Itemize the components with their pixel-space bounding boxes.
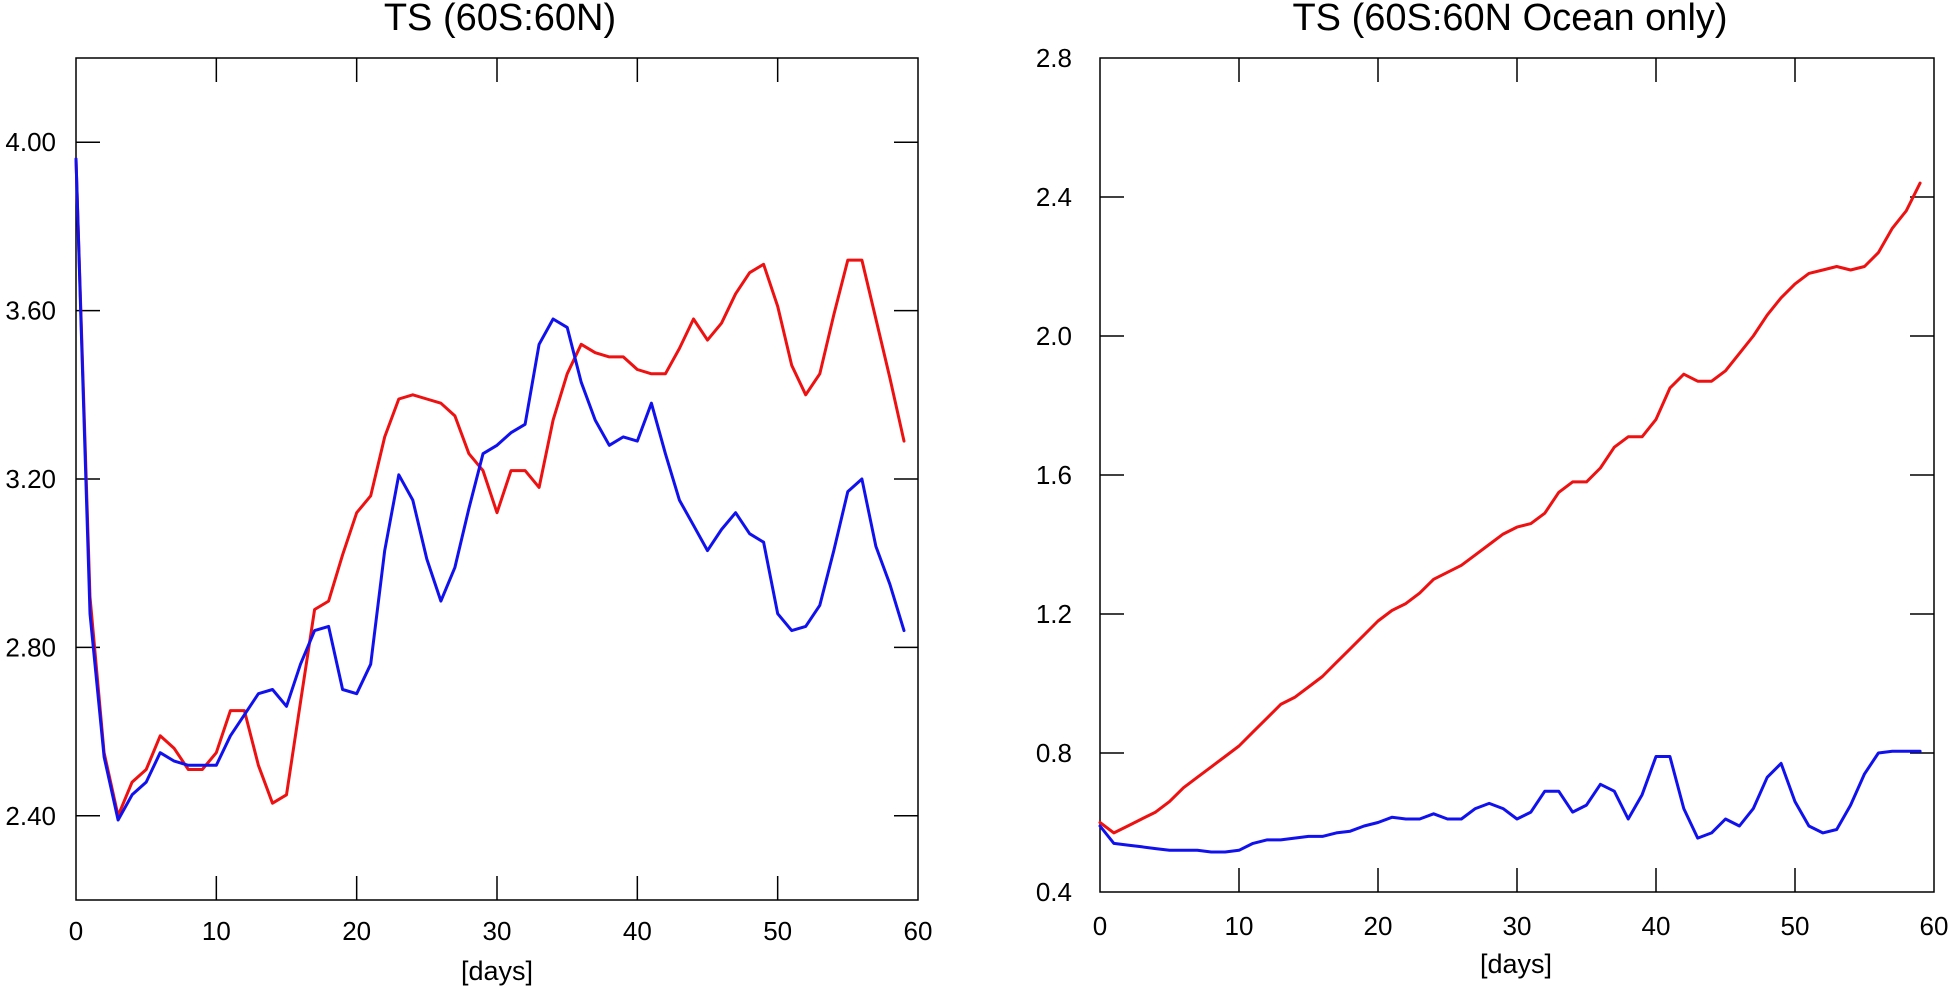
y-tick-label: 1.6: [1036, 460, 1072, 490]
x-tick-label: 50: [1781, 911, 1810, 941]
y-tick-label: 2.4: [1036, 182, 1072, 212]
y-tick-label: 3.60: [5, 296, 56, 326]
y-tick-label: 2.8: [1036, 43, 1072, 73]
chart-panel-left: TS (60S:60N) 0 10 20 30 40 50 60 2.40 2.80 3.20 3.…: [5, 0, 932, 986]
x-tick-label: 0: [1093, 911, 1107, 941]
x-axis-label: [days]: [461, 956, 533, 986]
y-tick-label: 4.00: [5, 127, 56, 157]
x-tick-label: 40: [623, 916, 652, 946]
y-tick-label: 2.80: [5, 632, 56, 662]
x-tick-label: 40: [1642, 911, 1671, 941]
y-tick-label: 0.4: [1036, 877, 1072, 907]
y-tick-label: 1.2: [1036, 599, 1072, 629]
plot-marks: 0 10 20 30 40 50 60 0.4 0.8 1.2 1.6 2.0 2.4 2.8: [1036, 43, 1948, 941]
series-line-red: [74, 157, 906, 818]
x-tick-label: 50: [763, 916, 792, 946]
chart-panel-right: TS (60S:60N Ocean only) 0 10 20 30 40 50 60 0.4…: [1036, 0, 1948, 979]
plot-marks: 0 10 20 30 40 50 60 2.40 2.80 3.20 3.60 4.00: [5, 58, 932, 946]
x-axis-label: [days]: [1480, 949, 1552, 979]
x-tick-label: 20: [342, 916, 371, 946]
x-tick-label: 20: [1364, 911, 1393, 941]
y-tick-label: 0.8: [1036, 738, 1072, 768]
series-line-red: [1098, 181, 1922, 835]
x-tick-label: 30: [1503, 911, 1532, 941]
y-tick-label: 3.20: [5, 464, 56, 494]
chart-title: TS (60S:60N Ocean only): [1292, 0, 1727, 39]
y-tick-label: 2.0: [1036, 321, 1072, 351]
x-tick-label: 60: [1920, 911, 1948, 941]
series-line-blue: [74, 157, 906, 822]
chart-title: TS (60S:60N): [384, 0, 616, 39]
y-tick-label: 2.40: [5, 801, 56, 831]
x-tick-label: 60: [904, 916, 933, 946]
series-line-blue: [1098, 749, 1922, 854]
plot-frame: [1099, 57, 1935, 893]
x-tick-label: 10: [202, 916, 231, 946]
x-tick-label: 30: [483, 916, 512, 946]
x-tick-label: 10: [1225, 911, 1254, 941]
x-tick-label: 0: [69, 916, 83, 946]
plot-frame: [75, 57, 919, 901]
